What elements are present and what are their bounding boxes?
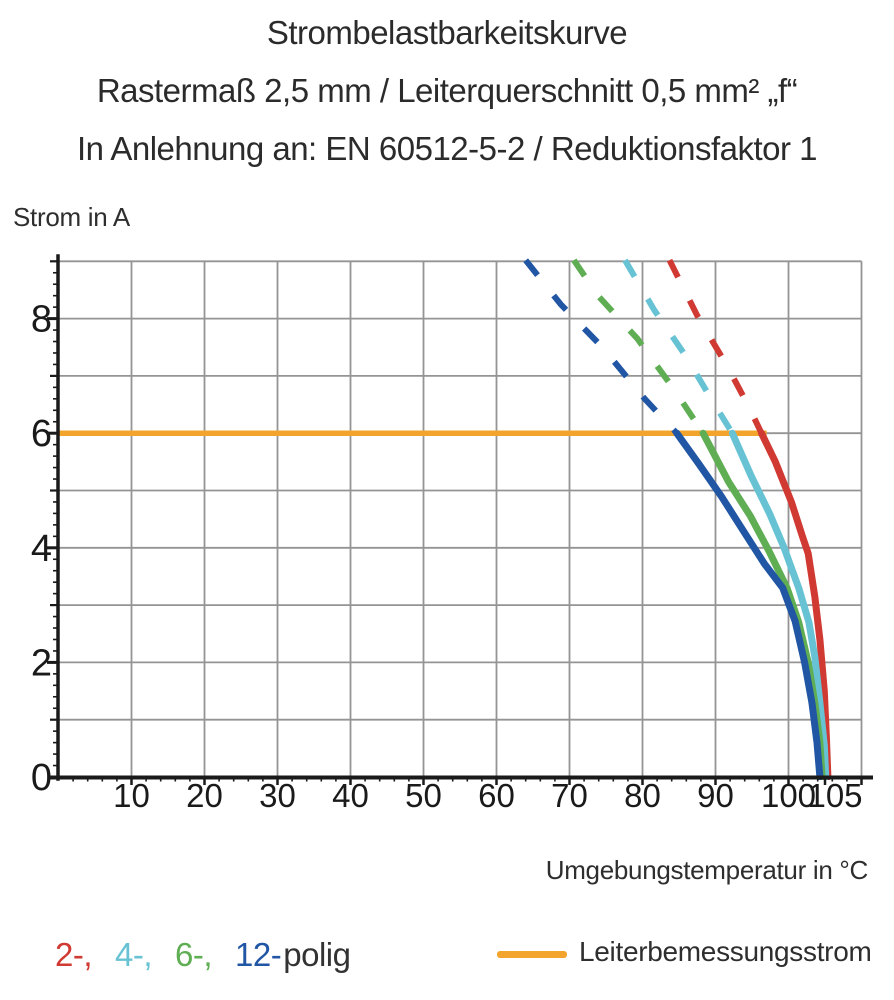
reference-line-label: Leiterbemessungsstrom <box>579 936 872 967</box>
x-axis-title: Umgebungstemperatur in °C <box>545 855 869 885</box>
y-tick-label-4: 4 <box>31 528 52 570</box>
x-tick-label-70: 70 <box>551 777 588 814</box>
y-tick-label-2: 2 <box>31 642 52 684</box>
x-tick-label-40: 40 <box>332 777 369 814</box>
chart-title-line3: In Anlehnung an: EN 60512-5-2 / Reduktio… <box>76 130 818 167</box>
y-tick-label-6: 6 <box>31 413 52 455</box>
legend-item-2polig: 2-, <box>55 936 93 973</box>
x-tick-label-105: 105 <box>807 777 862 814</box>
series-4-polig-solid <box>728 429 830 780</box>
y-tick-labels: 0 2 4 6 8 <box>31 299 52 799</box>
x-tick-label-90: 90 <box>697 777 734 814</box>
legend-item-polig-suffix: polig <box>283 936 351 973</box>
series-12-polig-dashed <box>523 258 679 436</box>
series-2-polig <box>666 258 832 780</box>
series-6-polig <box>571 258 826 780</box>
x-tick-label-60: 60 <box>478 777 515 814</box>
legend-item-12polig: 12- <box>235 936 282 973</box>
x-tick-label-10: 10 <box>113 777 150 814</box>
series-12-polig <box>523 258 824 780</box>
x-tick-label-80: 80 <box>624 777 661 814</box>
y-axis-title: Strom in A <box>13 202 130 232</box>
series-12-polig-solid <box>673 429 824 780</box>
y-tick-label-0: 0 <box>31 757 52 799</box>
series-2-polig-solid <box>758 429 832 780</box>
legend-item-6polig: 6-, <box>175 936 213 973</box>
x-tick-label-100: 100 <box>761 777 816 814</box>
series-6-polig-dashed <box>571 258 706 435</box>
x-tick-label-50: 50 <box>405 777 442 814</box>
legend-reference: Leiterbemessungsstrom <box>497 936 872 968</box>
grid-lines <box>58 260 863 777</box>
chart-title: Strombelastbarkeitskurve Rastermaß 2,5 m… <box>0 4 894 178</box>
y-tick-label-8: 8 <box>31 299 52 341</box>
axis-ticks <box>47 260 863 785</box>
x-tick-label-20: 20 <box>186 777 223 814</box>
chart-title-line2: Rastermaß 2,5 mm / Leiterquerschnitt 0,5… <box>96 72 798 109</box>
reference-line-swatch <box>497 950 567 958</box>
x-tick-label-30: 30 <box>259 777 296 814</box>
legend-poles: 2-, 4-, 6-, 12-polig <box>55 936 351 974</box>
chart-title-line1: Strombelastbarkeitskurve <box>266 14 628 51</box>
series-4-polig <box>622 258 830 780</box>
legend-item-4polig: 4-, <box>115 936 153 973</box>
axes <box>49 254 873 781</box>
